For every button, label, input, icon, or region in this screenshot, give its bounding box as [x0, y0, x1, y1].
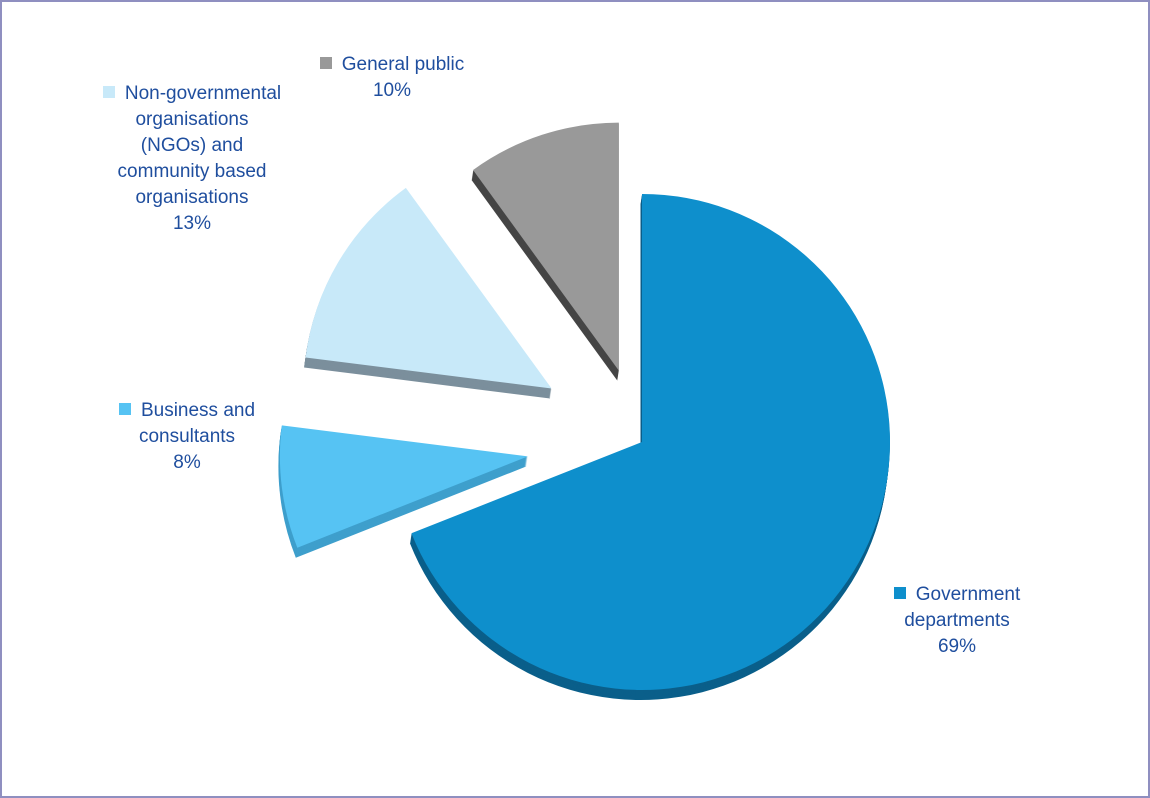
legend-swatch-ngos — [102, 86, 115, 98]
pie-slice-ngos — [305, 187, 552, 389]
label-text: (NGOs) and — [140, 135, 244, 156]
percent-label: 69% — [937, 636, 977, 657]
legend-swatch-business-and-consultants — [118, 403, 131, 415]
percent-label: 10% — [372, 80, 412, 101]
pie-slice-general-public — [473, 122, 619, 371]
percent-label: 13% — [172, 213, 212, 234]
legend-swatch-general-public — [319, 57, 332, 69]
label-text: community based — [117, 161, 267, 182]
label-text: General public — [341, 54, 465, 75]
percent-label: 8% — [173, 452, 201, 473]
label-text: organisations — [135, 109, 249, 130]
pie-slice-business-and-consultants — [279, 425, 528, 548]
slice-label-ngos: Non-governmental organisations (NGOs) an… — [72, 81, 312, 237]
slice-label-business-and-consultants: Business and consultants 8% — [92, 398, 282, 476]
legend-swatch-government-departments — [893, 587, 906, 599]
label-text: consultants — [138, 426, 236, 447]
slice-label-general-public: General public 10% — [292, 52, 492, 104]
label-text: organisations — [135, 187, 249, 208]
label-text: departments — [904, 610, 1010, 631]
slice-label-government-departments: Government departments 69% — [862, 582, 1052, 660]
label-text: Business and — [140, 400, 256, 421]
label-text: Non-governmental — [124, 83, 282, 104]
label-text: Government — [915, 584, 1021, 605]
pie-slice-government-departments — [411, 194, 891, 690]
